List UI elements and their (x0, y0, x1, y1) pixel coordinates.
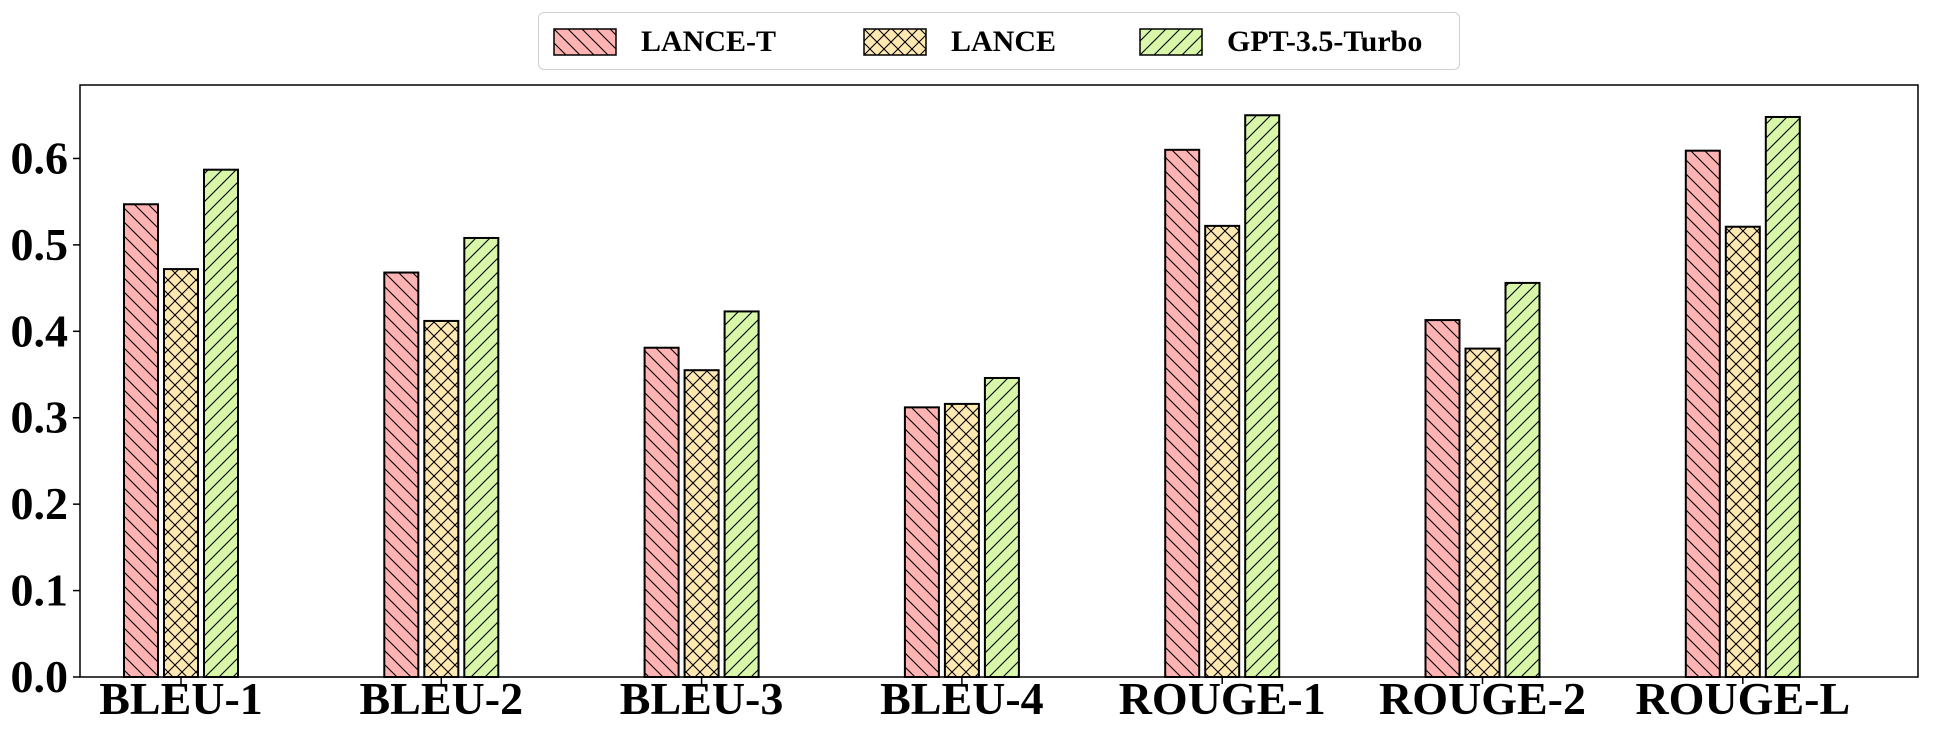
x-tick-label-rouge-2: ROUGE-2 (1379, 673, 1586, 724)
bar-lance-rouge-l (1724, 225, 1761, 678)
bar-lance-t-bleu-2 (383, 271, 420, 678)
x-tick-label-bleu-1: BLEU-1 (99, 673, 263, 724)
bar-lance-rouge-1 (1204, 224, 1241, 678)
legend-label-gpt-3-5-turbo: GPT-3.5-Turbo (1227, 25, 1423, 58)
bar-lance-t-bleu-3 (643, 346, 680, 678)
bar-gpt-3-5-turbo-bleu-3 (723, 310, 760, 678)
legend-swatch-lance (863, 28, 927, 56)
bar-lance-bleu-4 (943, 402, 980, 678)
bar-gpt-3-5-turbo-rouge-2 (1504, 281, 1541, 678)
legend-swatch-lance-t (553, 28, 617, 56)
legend-item-lance: LANCE (863, 13, 1056, 71)
bar-lance-bleu-2 (423, 319, 460, 678)
legend-label-lance-t: LANCE-T (641, 25, 777, 58)
legend-swatch-gpt-3-5-turbo (1139, 28, 1203, 56)
x-tick-label-bleu-4: BLEU-4 (880, 673, 1044, 724)
legend-item-gpt-3-5-turbo: GPT-3.5-Turbo (1139, 13, 1422, 71)
bar-lance-rouge-2 (1464, 347, 1501, 678)
y-tick-label: 0.5 (11, 219, 69, 270)
bar-lance-bleu-1 (163, 268, 199, 678)
legend-label-lance: LANCE (951, 25, 1057, 58)
bar-lance-t-rouge-2 (1424, 319, 1461, 678)
bar-gpt-3-5-turbo-bleu-1 (203, 168, 239, 678)
bar-gpt-3-5-turbo-rouge-1 (1244, 114, 1281, 679)
y-tick-label: 0.3 (11, 392, 69, 443)
y-tick-label: 0.6 (11, 132, 69, 183)
bar-gpt-3-5-turbo-bleu-4 (983, 376, 1020, 678)
bars-layer (123, 114, 1801, 679)
bar-lance-t-rouge-l (1684, 149, 1721, 678)
x-tick-label-rouge-1: ROUGE-1 (1119, 673, 1326, 724)
y-tick-label: 0.4 (11, 305, 69, 356)
plot-area-frame (79, 84, 1919, 678)
bar-lance-t-bleu-4 (903, 406, 940, 678)
y-tick-label: 0.1 (11, 565, 69, 616)
x-tick-label-rouge-l: ROUGE-L (1635, 673, 1850, 724)
y-tick-label: 0.2 (11, 478, 69, 529)
x-axis: BLEU-1 BLEU-2 BLEU-3 BLEU-4 ROUGE-1 ROUGE-2 RO… (99, 673, 1850, 724)
bar-lance-t-rouge-1 (1164, 148, 1201, 679)
bar-gpt-3-5-turbo-rouge-l (1764, 115, 1801, 679)
x-tick-label-bleu-3: BLEU-3 (620, 673, 784, 724)
x-tick-label-bleu-2: BLEU-2 (360, 673, 524, 724)
bar-lance-bleu-3 (683, 369, 720, 678)
legend: LANCE-T LANCE GPT-3.5-Turbo (538, 12, 1460, 70)
y-axis: 0.0 0.1 0.2 0.3 0.4 0.5 0.6 (11, 132, 80, 702)
legend-item-lance-t: LANCE-T (553, 13, 776, 71)
bar-lance-t-bleu-1 (123, 203, 159, 679)
bar-gpt-3-5-turbo-bleu-2 (463, 236, 500, 679)
y-tick-label: 0.0 (11, 651, 69, 702)
